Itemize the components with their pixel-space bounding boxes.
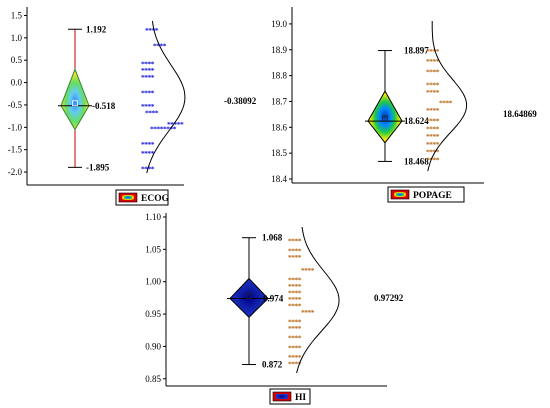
max-label: 18.897 xyxy=(404,46,429,56)
mean-value-label: 18.64869 xyxy=(503,109,537,119)
min-label: -1.895 xyxy=(86,162,110,172)
data-point-stars: **** xyxy=(288,246,302,255)
data-point-stars: **** xyxy=(288,237,302,246)
data-point-stars: **** xyxy=(426,124,440,133)
data-point-stars: **** xyxy=(301,308,315,317)
y-tick-label: 18.6 xyxy=(271,122,287,132)
data-point-stars: **** xyxy=(141,66,155,75)
legend-swatch-inner xyxy=(394,192,406,197)
distribution-curve xyxy=(427,21,468,172)
y-tick-label: 0.5 xyxy=(11,55,23,65)
legend-label: POPAGE xyxy=(413,191,452,201)
y-tick-label: -2.0 xyxy=(8,167,23,177)
data-point-stars: **** xyxy=(288,324,302,333)
mean-marker xyxy=(72,100,78,107)
y-tick-label: 1.0 xyxy=(11,33,23,43)
y-tick-label: 1.00 xyxy=(145,277,161,287)
max-label: 1.192 xyxy=(86,24,107,34)
data-point-stars: **** xyxy=(426,80,440,89)
data-point-stars: **** xyxy=(141,149,155,158)
data-point-stars: **** xyxy=(426,140,440,149)
y-tick-label: 0.95 xyxy=(145,309,161,319)
data-point-stars: **** xyxy=(145,26,159,35)
legend-swatch-inner xyxy=(122,195,134,200)
data-point-stars: **** xyxy=(288,343,302,352)
data-point-stars: **** xyxy=(301,266,315,275)
data-point-stars: **** xyxy=(426,117,440,126)
data-point-stars: ***** xyxy=(167,120,184,129)
distribution-curve xyxy=(146,20,186,174)
median-label: 0.974 xyxy=(263,294,284,304)
y-tick-label: 0.0 xyxy=(11,78,23,88)
y-tick-label: -0.5 xyxy=(8,100,23,110)
data-point-stars: **** xyxy=(141,102,155,111)
data-point-stars: **** xyxy=(288,275,302,284)
mean-marker xyxy=(382,115,388,122)
legend: HI xyxy=(269,388,311,405)
legend: ECOG xyxy=(115,189,170,206)
min-label: 0.872 xyxy=(262,360,283,370)
y-tick-label: 18.4 xyxy=(271,174,287,184)
y-tick-label: 0.85 xyxy=(145,374,161,384)
data-point-stars: **** xyxy=(288,295,302,304)
mean-value-label: -0.38092 xyxy=(224,96,257,106)
legend-swatch-inner xyxy=(276,394,288,399)
mean-value-label: 0.97292 xyxy=(374,293,404,303)
data-point-stars: **** xyxy=(426,106,440,115)
median-label: 18.624 xyxy=(404,116,429,126)
data-point-stars: **** xyxy=(145,109,159,118)
y-tick-label: 18.8 xyxy=(271,71,287,81)
data-point-stars: **** xyxy=(288,288,302,297)
y-tick-label: -1.5 xyxy=(8,145,23,155)
y-tick-label: 1.05 xyxy=(145,244,161,254)
mean-marker xyxy=(246,293,252,299)
y-tick-label: 0.90 xyxy=(145,341,161,351)
data-point-stars: **** xyxy=(288,282,302,291)
data-point-stars: **** xyxy=(288,360,302,369)
box-diamond xyxy=(60,67,90,131)
data-point-stars: **** xyxy=(426,132,440,141)
max-label: 1.068 xyxy=(262,233,283,243)
box-diamond xyxy=(229,277,269,318)
data-point-stars: **** xyxy=(288,318,302,327)
legend-label: ECOG xyxy=(141,194,170,204)
chart-panel-hi: 1.10 1.05 1.00 0.95 0.90 0.85 1.068 0.974 0.872 0… xyxy=(145,212,404,405)
median-label: -0.518 xyxy=(92,101,116,111)
min-label: 18.468 xyxy=(404,156,429,166)
chart-panel-ecog: 1.5 1.0 0.5 0.0 -0.5 -1.0 -1.5 -2.0 1.192 -0.518 -… xyxy=(8,7,257,206)
y-tick-label: 18.9 xyxy=(271,45,287,55)
data-point-stars: **** xyxy=(288,301,302,310)
y-tick-label: 18.7 xyxy=(271,96,287,106)
data-point-stars: **** xyxy=(141,89,155,98)
data-point-stars: **** xyxy=(426,88,440,97)
data-point-stars: **** xyxy=(439,98,453,107)
data-point-stars: **** xyxy=(141,73,155,82)
data-point-stars: **** xyxy=(426,47,440,56)
legend-label: HI xyxy=(295,393,306,403)
y-tick-label: 19.0 xyxy=(271,19,287,29)
legend: POPAGE xyxy=(387,186,465,203)
chart-panel-popage: 19.0 18.9 18.8 18.7 18.6 18.5 18.4 18.897 18.624… xyxy=(271,7,537,203)
data-point-stars: **** xyxy=(426,57,440,66)
data-point-stars: **** xyxy=(288,334,302,343)
box-diamond xyxy=(367,90,403,144)
data-point-stars: ******** xyxy=(150,124,177,133)
y-tick-label: -1.0 xyxy=(8,122,23,132)
y-tick-label: 18.5 xyxy=(271,148,287,158)
data-point-stars: **** xyxy=(288,353,302,362)
data-point-stars: **** xyxy=(426,148,440,157)
y-tick-label: 1.5 xyxy=(11,10,23,20)
data-point-stars: **** xyxy=(141,140,155,149)
data-point-stars: **** xyxy=(288,253,302,262)
data-point-stars: **** xyxy=(426,155,440,164)
distribution-curve xyxy=(296,226,340,374)
y-tick-label: 1.10 xyxy=(145,212,161,222)
data-point-stars: **** xyxy=(426,67,440,76)
data-point-stars: **** xyxy=(141,59,155,68)
